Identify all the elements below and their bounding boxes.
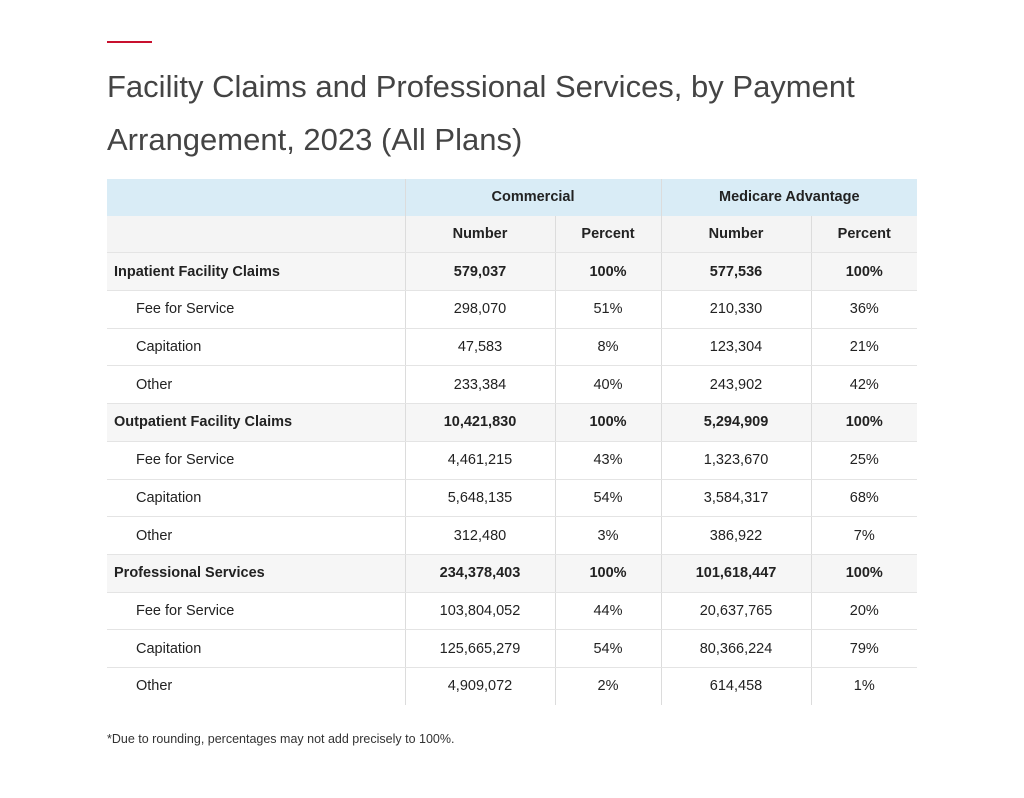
cell: 312,480 (404, 516, 555, 555)
cell: 68% (810, 479, 918, 518)
cell: 7% (810, 516, 918, 555)
item-row: Fee for Service 103,804,052 44% 20,637,765 2… (107, 592, 918, 631)
cell: 233,384 (404, 365, 555, 405)
item-row: Other 312,480 3% 386,922 7% (107, 516, 918, 555)
cell: 40% (554, 365, 662, 405)
section-row: Inpatient Facility Claims 579,037 100% 577,… (107, 252, 918, 292)
cell: 100% (810, 403, 918, 442)
cell: 1,323,670 (660, 441, 812, 480)
cell: 43% (554, 441, 662, 480)
row-label: Capitation (107, 479, 405, 518)
cell: 4,909,072 (404, 667, 555, 705)
item-row: Other 233,384 40% 243,902 42% (107, 365, 918, 405)
cell: 5,294,909 (660, 403, 812, 442)
row-label: Professional Services (107, 554, 405, 593)
cell: 234,378,403 (404, 554, 555, 593)
item-row: Capitation 125,665,279 54% 80,366,224 79% (107, 629, 918, 668)
cell: 1% (810, 667, 918, 705)
cell: 123,304 (660, 328, 812, 367)
item-row: Capitation 47,583 8% 123,304 21% (107, 328, 918, 367)
row-label: Fee for Service (107, 290, 405, 329)
title: Facility Claims and Professional Service… (107, 69, 855, 157)
cell: 3,584,317 (660, 479, 812, 518)
cell: 4,461,215 (404, 441, 555, 480)
cell: 101,618,447 (660, 554, 812, 593)
column-header: Number (404, 215, 555, 254)
item-row: Fee for Service 4,461,215 43% 1,323,670 25% (107, 441, 918, 480)
group-header-row: Commercial Medicare Advantage (107, 179, 918, 216)
cell: 79% (810, 629, 918, 668)
footnote: *Due to rounding, percentages may not ad… (107, 732, 455, 746)
cell: 103,804,052 (404, 592, 555, 631)
cell: 3% (554, 516, 662, 555)
row-label: Inpatient Facility Claims (107, 252, 405, 292)
cell: 54% (554, 479, 662, 518)
cell: 579,037 (404, 252, 555, 292)
cell: 2% (554, 667, 662, 705)
data-table: Commercial Medicare Advantage Number Percen… (107, 179, 918, 705)
cell: 51% (554, 290, 662, 329)
cell: 36% (810, 290, 918, 329)
cell: 100% (810, 252, 918, 292)
column-header: Percent (554, 215, 662, 254)
row-label: Fee for Service (107, 441, 405, 480)
cell: 100% (810, 554, 918, 593)
header-cell (107, 215, 405, 254)
cell: 20% (810, 592, 918, 631)
accent-rule (107, 41, 152, 43)
cell: 100% (554, 554, 662, 593)
row-label: Other (107, 365, 405, 405)
header-cell (107, 179, 405, 216)
item-row: Other 4,909,072 2% 614,458 1% (107, 667, 918, 705)
cell: 100% (554, 252, 662, 292)
cell: 20,637,765 (660, 592, 812, 631)
column-header: Percent (810, 215, 918, 254)
cell: 47,583 (404, 328, 555, 367)
row-label: Capitation (107, 629, 405, 668)
cell: 298,070 (404, 290, 555, 329)
row-label: Fee for Service (107, 592, 405, 631)
row-label: Other (136, 678, 173, 695)
column-header-row: Number Percent Number Percent (107, 215, 918, 254)
cell: 210,330 (660, 290, 812, 329)
cell: 577,536 (660, 252, 812, 292)
group-header: Medicare Advantage (660, 179, 918, 216)
row-label: Outpatient Facility Claims (107, 403, 405, 442)
row-label: Other (107, 516, 405, 555)
section-row: Professional Services 234,378,403 100% 101,… (107, 554, 918, 593)
cell: 5,648,135 (404, 479, 555, 518)
cell: 614,458 (660, 667, 812, 705)
cell: 100% (554, 403, 662, 442)
cell: 125,665,279 (404, 629, 555, 668)
cell: 8% (554, 328, 662, 367)
cell: 42% (810, 365, 918, 405)
cell: 44% (554, 592, 662, 631)
section-row: Outpatient Facility Claims 10,421,830 100%… (107, 403, 918, 442)
cell: 21% (810, 328, 918, 367)
cell: 10,421,830 (404, 403, 555, 442)
group-header: Commercial (404, 179, 662, 216)
cell: 80,366,224 (660, 629, 812, 668)
column-header: Number (660, 215, 812, 254)
row-label: Capitation (107, 328, 405, 367)
cell: 54% (554, 629, 662, 668)
item-row: Fee for Service 298,070 51% 210,330 36% (107, 290, 918, 329)
cell: 386,922 (660, 516, 812, 555)
item-row: Capitation 5,648,135 54% 3,584,317 68% (107, 479, 918, 518)
cell: 25% (810, 441, 918, 480)
cell: 243,902 (660, 365, 812, 405)
